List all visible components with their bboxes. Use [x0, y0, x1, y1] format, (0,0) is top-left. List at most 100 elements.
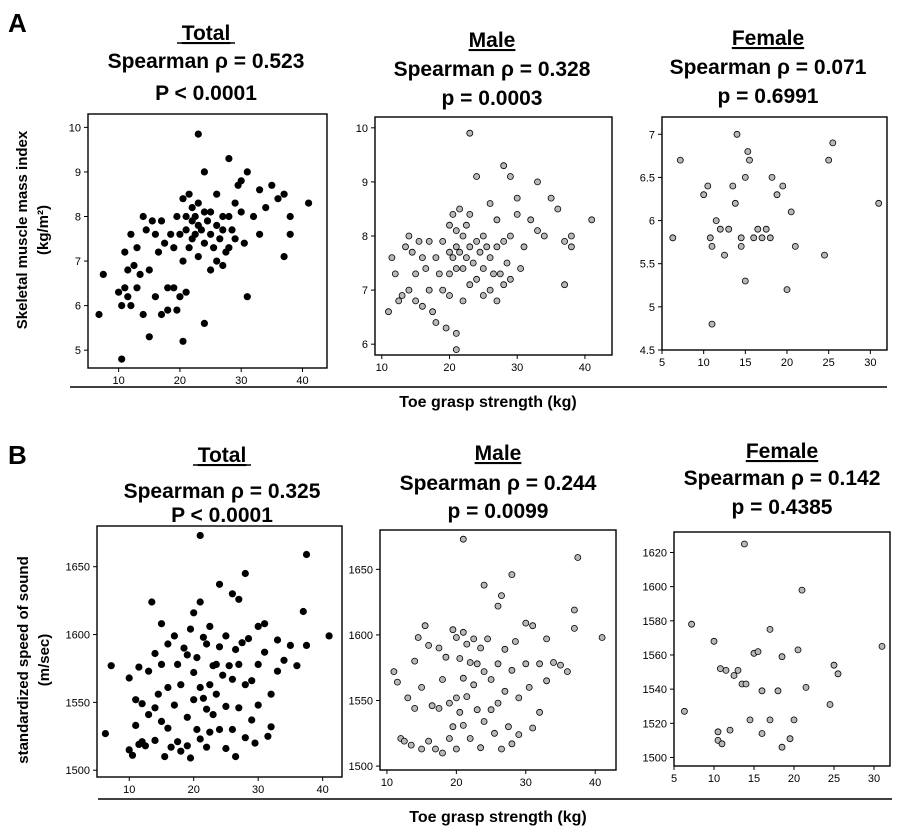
x-tick-label: 5: [659, 357, 665, 369]
data-point: [483, 243, 491, 251]
data-point: [280, 253, 288, 261]
data-point: [466, 210, 474, 218]
data-point: [136, 270, 144, 278]
data-point: [206, 728, 214, 736]
data-point: [529, 622, 537, 630]
chart-stat-line: Spearman ρ = 0.071: [670, 56, 867, 79]
data-point: [470, 681, 478, 689]
data-point: [452, 243, 460, 251]
data-point: [714, 728, 722, 736]
y-tick-label: 1550: [349, 695, 373, 707]
data-point: [476, 248, 484, 256]
data-point: [568, 232, 575, 240]
data-point: [718, 740, 726, 748]
data-point: [494, 660, 502, 668]
y-tick-label: 1580: [643, 616, 667, 628]
y-tick-label: 1550: [66, 697, 90, 709]
data-point: [473, 275, 481, 283]
data-point: [225, 155, 233, 163]
data-point: [173, 212, 181, 221]
data-point: [456, 708, 464, 716]
y-tick-label: 1620: [643, 547, 667, 559]
data-point: [527, 216, 535, 224]
data-point: [746, 156, 753, 164]
plot-frame: [379, 529, 617, 771]
chart-stat-line: Spearman ρ = 0.244: [400, 472, 597, 495]
data-point: [449, 254, 457, 262]
data-point: [487, 676, 495, 683]
data-point: [681, 707, 688, 715]
data-point: [390, 668, 398, 675]
data-point: [543, 635, 550, 643]
data-point: [712, 217, 720, 225]
x-tick-label: 20: [781, 357, 793, 369]
data-point: [550, 659, 557, 666]
data-point: [459, 265, 467, 272]
data-point: [588, 216, 596, 224]
data-point: [794, 646, 802, 654]
data-point: [190, 696, 198, 704]
data-point: [273, 667, 282, 675]
x-tick-label: 20: [443, 362, 455, 374]
data-point: [875, 199, 883, 207]
y-tick-label: 1600: [643, 582, 667, 594]
data-point: [203, 743, 211, 751]
data-point: [700, 191, 708, 199]
data-point: [821, 251, 828, 259]
data-point: [456, 205, 464, 213]
data-point: [762, 225, 770, 233]
data-point: [215, 580, 224, 588]
data-point: [446, 221, 453, 229]
data-point: [503, 259, 511, 267]
data-point: [422, 265, 430, 272]
data-point: [778, 653, 786, 661]
data-point: [790, 716, 798, 724]
data-point: [466, 735, 474, 742]
data-point: [466, 281, 474, 289]
data-point: [473, 706, 481, 714]
data-point: [480, 718, 488, 725]
data-point: [432, 745, 439, 753]
data-point: [194, 199, 202, 207]
data-point: [496, 270, 504, 278]
data-point: [107, 662, 115, 670]
data-point: [133, 244, 141, 252]
y-tick-label: 4.5: [640, 345, 655, 357]
data-point: [826, 701, 834, 708]
data-point: [280, 190, 288, 198]
x-tick-label: 20: [174, 375, 186, 387]
data-point: [219, 226, 227, 234]
data-point: [304, 199, 313, 207]
data-point: [241, 681, 249, 689]
data-point: [286, 212, 294, 221]
chart-stat-line: Spearman ρ = 0.142: [684, 467, 881, 490]
data-point: [213, 221, 221, 229]
data-point: [182, 288, 190, 296]
data-point: [442, 324, 450, 332]
data-point: [730, 672, 738, 679]
data-point: [186, 754, 195, 762]
data-point: [393, 678, 401, 686]
x-tick-label: 5: [671, 773, 677, 785]
data-point: [151, 736, 159, 745]
data-point: [216, 235, 224, 243]
chart-title: Female: [732, 27, 804, 50]
chart-stat-line: Spearman ρ = 0.523: [108, 50, 305, 73]
data-point: [477, 644, 485, 652]
data-point: [557, 661, 564, 669]
x-tick-label: 30: [511, 362, 523, 374]
data-point: [161, 239, 169, 247]
chart-title: Male: [469, 29, 516, 52]
data-point: [404, 694, 412, 702]
panel-a-letter: A: [8, 8, 27, 38]
data-point: [787, 208, 795, 216]
data-point: [196, 531, 204, 540]
data-point: [148, 598, 156, 606]
data-point: [164, 640, 172, 648]
data-point: [151, 649, 159, 658]
data-point: [520, 243, 528, 251]
data-point: [446, 248, 453, 256]
data-point: [210, 244, 218, 252]
data-point: [463, 640, 471, 648]
